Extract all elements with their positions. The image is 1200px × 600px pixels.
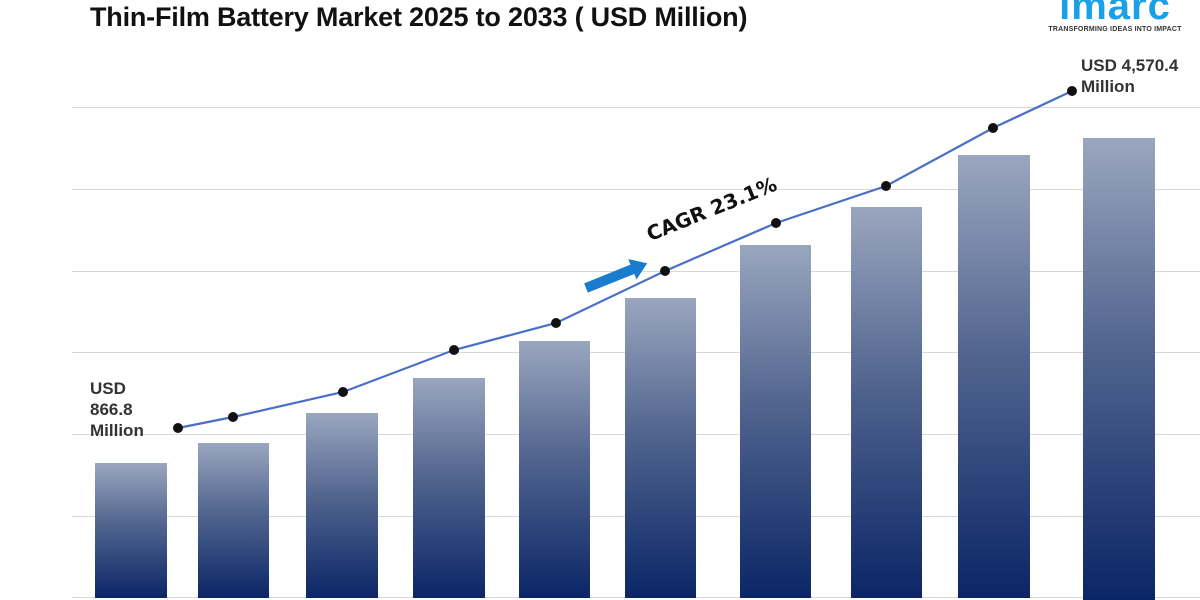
gridline <box>72 189 1200 190</box>
imarc-logo: imarc TRANSFORMING IDEAS INTO IMPACT <box>1030 0 1200 33</box>
bar-9 <box>958 155 1030 598</box>
trend-line <box>177 90 1073 430</box>
bar-6 <box>625 298 696 598</box>
end-label-value: USD 4,570.4 <box>1081 56 1179 75</box>
gridline <box>72 107 1200 108</box>
bar-10 <box>1083 138 1155 600</box>
start-value-label: USD 866.8 Million <box>90 378 144 441</box>
start-label-currency: USD <box>90 379 126 398</box>
logo-wordmark: imarc <box>1059 0 1171 28</box>
bar-3 <box>306 413 378 598</box>
start-label-value: 866.8 <box>90 400 133 419</box>
bar-4 <box>413 378 485 598</box>
bar-2 <box>198 443 269 598</box>
end-value-label: USD 4,570.4 Million <box>1081 55 1178 97</box>
chart-title: Thin-Film Battery Market 2025 to 2033 ( … <box>90 2 748 32</box>
logo-tagline: TRANSFORMING IDEAS INTO IMPACT <box>1048 26 1182 33</box>
trend-markers <box>173 86 1077 433</box>
bar-7 <box>740 245 811 598</box>
cagr-arrow-icon <box>584 259 648 293</box>
bar-8 <box>851 207 922 598</box>
bar-5 <box>519 341 590 598</box>
start-label-unit: Million <box>90 421 144 440</box>
bar-1 <box>95 463 167 598</box>
end-label-unit: Million <box>1081 77 1135 96</box>
